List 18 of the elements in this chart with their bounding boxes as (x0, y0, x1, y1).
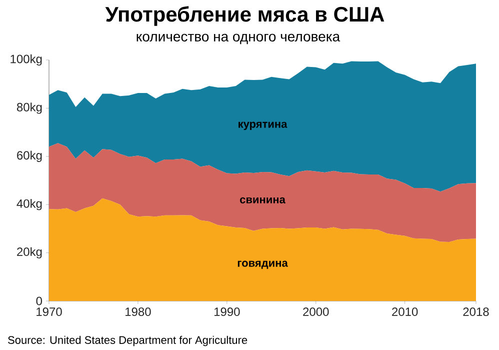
series-label: курятина (238, 122, 288, 130)
x-tick-label: 2018 (463, 308, 489, 316)
series-label: свинина (240, 197, 286, 204)
x-tick-label: 1990 (214, 308, 240, 316)
y-tick-label: 80kg (16, 102, 42, 114)
y-tick-label: 20kg (17, 247, 42, 258)
x-tick-label: 2010 (392, 308, 418, 316)
x-tick-label: 1970 (36, 308, 62, 316)
chart-title: Употребление мяса в США (105, 6, 384, 26)
y-tick-label: 100kg (10, 54, 42, 66)
series-label: говядина (238, 260, 288, 269)
y-tick-label: 40kg (16, 199, 42, 210)
source-note: Source: United States Department for Agriculture (8, 336, 248, 346)
x-tick-label: 2000 (303, 308, 329, 316)
y-tick-label: 60kg (17, 150, 42, 162)
x-tick-label: 1980 (126, 308, 151, 316)
chart-subtitle: количество на одного человека (136, 34, 340, 44)
y-tick-label: 0 (36, 296, 42, 306)
